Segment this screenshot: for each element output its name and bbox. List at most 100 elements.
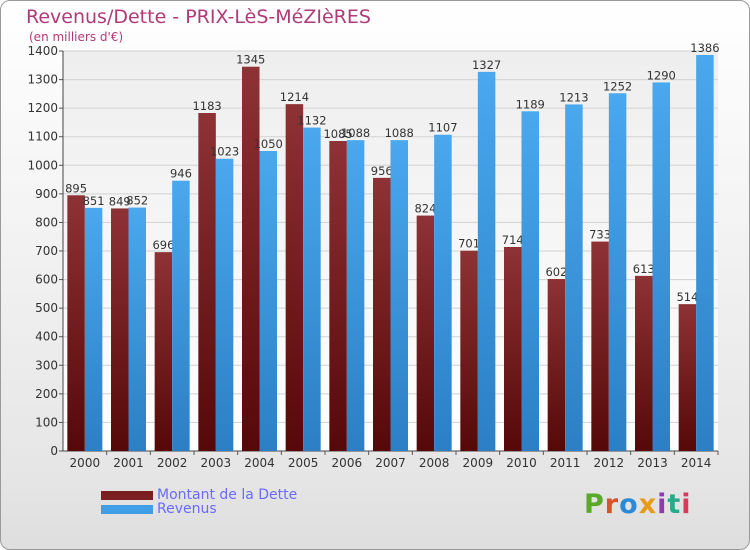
data-label: 1252 <box>603 79 632 93</box>
data-label: 895 <box>65 181 87 195</box>
bar-dette <box>591 241 609 451</box>
x-tick-label: 2004 <box>244 456 275 470</box>
bar-revenus <box>303 127 321 452</box>
data-label: 956 <box>371 164 393 178</box>
logo-letter: r <box>604 489 620 520</box>
bar-dette <box>67 195 85 451</box>
y-tick-label: 1200 <box>27 101 58 115</box>
data-label: 1213 <box>559 90 588 104</box>
bar-revenus <box>477 71 496 451</box>
logo-letter: P <box>584 489 605 520</box>
y-tick-label: 100 <box>35 415 58 429</box>
x-tick-label: 2008 <box>419 456 450 470</box>
x-tick-label: 2010 <box>506 456 537 470</box>
data-label: 1183 <box>192 99 221 113</box>
bar-revenus <box>390 140 408 451</box>
legend-label-revenus: Revenus <box>157 501 217 517</box>
y-tick-label: 1100 <box>27 130 58 144</box>
data-label: 849 <box>109 194 131 208</box>
bar-revenus <box>84 207 103 451</box>
bar-dette <box>373 177 391 451</box>
legend-item-dette: Montant de la Dette <box>101 487 297 503</box>
x-tick-label: 2012 <box>594 456 625 470</box>
y-tick-label: 800 <box>35 215 58 229</box>
data-label: 1085 <box>323 127 352 141</box>
data-label: 1107 <box>428 121 457 135</box>
x-tick-label: 2005 <box>288 456 319 470</box>
data-label: 696 <box>152 238 174 252</box>
bar-dette <box>154 252 173 451</box>
proxiti-logo: Proxiti <box>584 489 692 520</box>
data-label: 514 <box>676 290 698 304</box>
data-label: 1345 <box>236 53 265 67</box>
x-tick-label: 2006 <box>332 456 363 470</box>
data-label: 851 <box>83 194 105 208</box>
data-label: 852 <box>126 194 148 208</box>
chart-title: Revenus/Dette - PRIX-LèS-MéZIèRES <box>26 6 371 28</box>
y-tick-label: 0 <box>50 444 58 458</box>
data-label: 714 <box>502 233 524 247</box>
bar-dette <box>504 247 522 451</box>
data-label: 1050 <box>254 137 283 151</box>
bar-dette <box>416 215 435 451</box>
bar-revenus <box>346 140 365 451</box>
data-label: 1327 <box>472 58 501 72</box>
bar-revenus <box>434 134 452 451</box>
bar-dette <box>635 275 653 451</box>
data-label: 1386 <box>690 41 719 55</box>
x-tick-label: 2003 <box>201 456 232 470</box>
bar-revenus <box>215 158 234 451</box>
x-tick-label: 2014 <box>681 456 712 470</box>
data-label: 733 <box>589 228 611 242</box>
bar-dette <box>198 113 216 451</box>
bar-revenus <box>259 151 277 451</box>
data-label: 1088 <box>341 126 370 140</box>
data-label: 824 <box>414 202 436 216</box>
y-tick-label: 700 <box>35 244 58 258</box>
bar-revenus <box>652 82 670 451</box>
bar-dette <box>678 304 697 451</box>
bar-revenus <box>521 111 539 452</box>
data-label: 1214 <box>280 90 309 104</box>
y-tick-label: 400 <box>35 330 58 344</box>
bar-dette <box>111 208 129 451</box>
bar-dette <box>460 250 478 451</box>
data-label: 701 <box>458 237 480 251</box>
data-label: 946 <box>170 167 192 181</box>
bar-dette <box>329 141 347 451</box>
logo-letter: i <box>681 489 692 520</box>
x-tick-label: 2007 <box>375 456 406 470</box>
logo-letter: i <box>657 489 668 520</box>
x-tick-label: 2009 <box>463 456 494 470</box>
data-label: 613 <box>633 262 655 276</box>
data-label: 1189 <box>516 97 545 111</box>
logo-letter: o <box>619 489 639 520</box>
data-label: 1290 <box>647 68 676 82</box>
logo-letter: x <box>638 489 658 520</box>
bar-dette <box>242 66 260 451</box>
bar-dette <box>547 279 566 451</box>
y-tick-label: 1000 <box>27 158 58 172</box>
x-tick-label: 2001 <box>113 456 144 470</box>
logo-letter: t <box>667 489 682 520</box>
bar-revenus <box>172 180 190 451</box>
bar-dette <box>285 104 304 452</box>
x-tick-label: 2011 <box>550 456 581 470</box>
bar-revenus <box>128 207 146 451</box>
legend-label-dette: Montant de la Dette <box>157 487 298 503</box>
data-label: 1132 <box>297 114 326 128</box>
y-tick-label: 500 <box>35 301 58 315</box>
x-tick-label: 2002 <box>157 456 188 470</box>
y-tick-label: 300 <box>35 358 58 372</box>
bar-revenus <box>608 93 627 452</box>
y-tick-label: 1300 <box>27 73 58 87</box>
data-label: 602 <box>545 265 567 279</box>
y-tick-label: 200 <box>35 387 58 401</box>
y-tick-label: 1400 <box>27 44 58 58</box>
data-label: 1088 <box>385 126 414 140</box>
legend-item-revenus: Revenus <box>101 501 217 517</box>
data-label: 1023 <box>210 145 239 159</box>
legend-swatch-revenus <box>101 504 153 514</box>
